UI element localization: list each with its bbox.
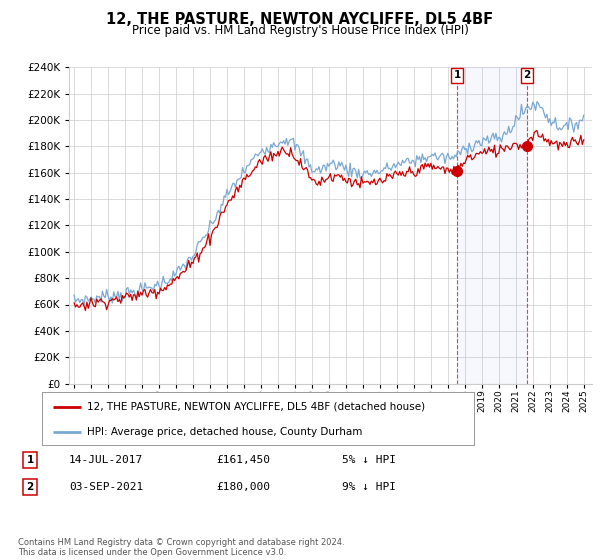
Text: 14-JUL-2017: 14-JUL-2017	[69, 455, 143, 465]
Bar	[457, 67, 527, 384]
Text: 12, THE PASTURE, NEWTON AYCLIFFE, DL5 4BF: 12, THE PASTURE, NEWTON AYCLIFFE, DL5 4B…	[106, 12, 494, 27]
Text: 1: 1	[454, 71, 461, 81]
Text: 03-SEP-2021: 03-SEP-2021	[69, 482, 143, 492]
Text: 1: 1	[26, 455, 34, 465]
Text: £161,450: £161,450	[216, 455, 270, 465]
Text: 9% ↓ HPI: 9% ↓ HPI	[342, 482, 396, 492]
Text: 5% ↓ HPI: 5% ↓ HPI	[342, 455, 396, 465]
Text: £180,000: £180,000	[216, 482, 270, 492]
Text: 2: 2	[26, 482, 34, 492]
Text: 12, THE PASTURE, NEWTON AYCLIFFE, DL5 4BF (detached house): 12, THE PASTURE, NEWTON AYCLIFFE, DL5 4B…	[88, 402, 425, 412]
Text: Contains HM Land Registry data © Crown copyright and database right 2024.
This d: Contains HM Land Registry data © Crown c…	[18, 538, 344, 557]
Text: HPI: Average price, detached house, County Durham: HPI: Average price, detached house, Coun…	[88, 427, 363, 437]
Text: 2: 2	[524, 71, 531, 81]
Text: Price paid vs. HM Land Registry's House Price Index (HPI): Price paid vs. HM Land Registry's House …	[131, 24, 469, 37]
